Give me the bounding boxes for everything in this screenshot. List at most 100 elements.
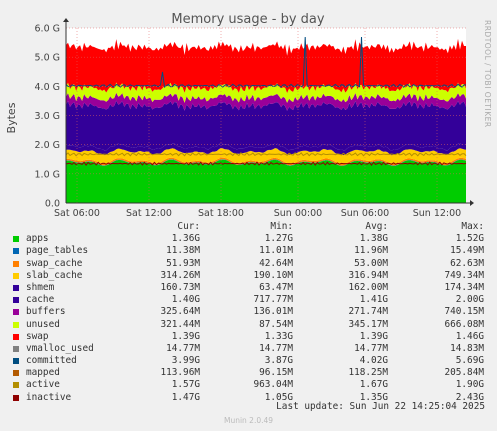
value-max: 1.90G [455,379,484,391]
value-avg: 316.94M [348,269,388,281]
value-min: 63.47M [259,281,293,293]
value-max: 2.00G [455,294,484,306]
value-min: 96.15M [259,367,293,379]
value-cur: 325.64M [160,306,200,318]
legend-row-unused: unused 321.44M 87.54M 345.17M 666.08M [12,319,492,331]
rrdtool-credit: RRDTOOL / TOBI OETIKER [483,20,492,128]
legend-swatch [13,382,19,389]
value-max: 14.83M [450,342,484,354]
value-min: 42.64M [259,257,293,269]
value-min: 136.01M [253,306,293,318]
col-min: Min: [270,221,293,232]
value-avg: 118.25M [348,367,388,379]
legend-swatch [13,345,19,352]
area-cache [66,100,466,151]
x-tick-label: Sat 06:00 [54,208,100,219]
legend-row-swap: swap 1.39G 1.33G 1.39G 1.46G [12,331,492,343]
y-tick-label: 6.0 G [35,24,61,35]
value-cur: 14.77M [166,342,200,354]
legend-swatch [13,333,19,340]
value-max: 62.63M [450,257,484,269]
col-avg: Avg: [365,221,388,232]
value-min: 717.77M [253,294,293,306]
legend-swatch [13,248,19,255]
y-axis-arrow [63,18,69,22]
legend-header: Cur: Min: Avg: Max: [12,221,492,233]
value-avg: 1.67G [359,379,388,391]
value-max: 205.84M [444,367,484,379]
value-min: 190.10M [253,269,293,281]
value-avg: 1.41G [359,294,388,306]
legend-row-slab-cache: slab_cache 314.26M 190.10M 316.94M 749.34M [12,270,492,282]
value-avg: 4.02G [359,355,388,367]
series-name: unused [26,318,60,330]
y-tick-label: 0.0 [45,199,60,210]
value-avg: 11.96M [354,245,388,257]
y-ticks: 0.0 1.0 G 2.0 G 3.0 G 4.0 G 5.0 G 6.0 G [35,24,61,210]
col-max: Max: [461,221,484,232]
value-min: 14.77M [259,342,293,354]
value-avg: 1.39G [359,330,388,342]
value-avg: 14.77M [354,342,388,354]
value-cur: 160.73M [160,281,200,293]
legend-row-cache: cache 1.40G 717.77M 1.41G 2.00G [12,294,492,306]
series-name: inactive [26,391,72,403]
area-apps [66,159,466,203]
x-axis-arrow [470,200,474,206]
legend-swatch [13,236,19,243]
chart-title: Memory usage - by day [171,12,324,27]
col-cur: Cur: [177,221,200,232]
value-cur: 321.44M [160,318,200,330]
value-min: 1.27G [264,233,293,245]
last-update: Last update: Sun Jun 22 14:25:04 2025 [276,401,485,412]
area-swap-cache [66,157,466,166]
legend-swatch [13,272,19,279]
legend-row-swap-cache: swap_cache 51.93M 42.64M 53.00M 62.63M [12,258,492,270]
y-tick-label: 5.0 G [35,53,61,64]
series-name: active [26,379,60,391]
grid [66,27,466,203]
value-avg: 162.00M [348,281,388,293]
series-name: slab_cache [26,269,83,281]
x-tick-label: Sat 18:00 [198,208,244,219]
value-avg: 345.17M [348,318,388,330]
value-max: 666.08M [444,318,484,330]
x-tick-label: Sat 12:00 [126,208,172,219]
series-name: apps [26,233,49,245]
series-name: swap_cache [26,257,83,269]
x-tick-label: Sun 00:00 [274,208,322,219]
legend: Cur: Min: Avg: Max: apps 1.36G 1.27G 1.38G 1… [12,221,492,404]
value-avg: 1.35G [359,391,388,403]
x-tick-label: Sun 06:00 [341,208,389,219]
legend-row-inactive: inactive 1.47G 1.05G 1.35G 2.43G [12,392,492,404]
legend-swatch [13,309,19,316]
legend-row-shmem: shmem 160.73M 63.47M 162.00M 174.34M [12,282,492,294]
area-page-tables [66,159,466,166]
y-tick-label: 4.0 G [35,82,61,93]
value-cur: 113.96M [160,367,200,379]
legend-swatch [13,358,19,365]
x-tick-label: Sun 12:00 [413,208,461,219]
value-max: 749.34M [444,269,484,281]
x-ticks: Sat 06:00 Sat 12:00 Sat 18:00 Sun 00:00 Sun … [54,208,461,219]
line-active [65,152,467,157]
value-max: 15.49M [450,245,484,257]
value-min: 87.54M [259,318,293,330]
line-series [65,36,467,166]
legend-row-mapped: mapped 113.96M 96.15M 118.25M 205.84M [12,367,492,379]
value-max: 1.52G [455,233,484,245]
value-cur: 1.39G [171,330,200,342]
area-shmem [66,143,466,156]
series-name: vmalloc_used [26,342,94,354]
area-buffers [66,92,466,111]
value-avg: 271.74M [348,306,388,318]
value-max: 740.15M [444,306,484,318]
value-min: 963.04M [253,379,293,391]
value-cur: 1.57G [171,379,200,391]
y-tick-label: 3.0 G [35,111,61,122]
value-max: 1.46G [455,330,484,342]
legend-row-vmalloc-used: vmalloc_used 14.77M 14.77M 14.77M 14.83M [12,343,492,355]
legend-row-buffers: buffers 325.64M 136.01M 271.74M 740.15M [12,306,492,318]
legend-swatch [13,297,19,304]
legend-row-active: active 1.57G 963.04M 1.67G 1.90G [12,379,492,391]
